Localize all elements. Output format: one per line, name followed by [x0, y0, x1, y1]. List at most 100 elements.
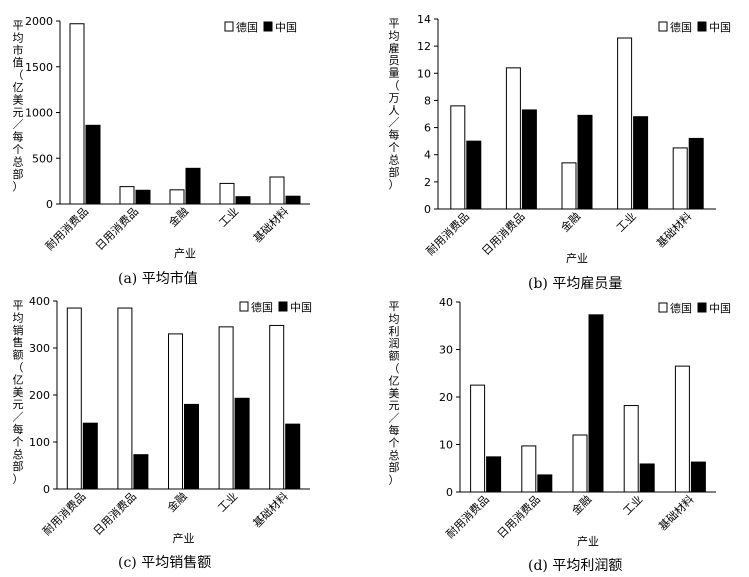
y-tick-label: 0 — [46, 198, 53, 211]
y-tick-label: 0 — [43, 483, 50, 496]
chart-b-caption: (b) 平均雇员量 — [528, 276, 623, 292]
category-label: 金融 — [569, 492, 594, 517]
chart-panel-b: 0 2 4 6 8 10 12 14 耐用消费品 日用消费品 金融 工业 基础材料 产业 平均雇员量（万人／… — [376, 0, 749, 295]
category-label: 工业 — [614, 210, 639, 235]
bar-germany — [117, 307, 133, 490]
y-tick-label: 14 — [417, 13, 431, 26]
bar-china — [135, 189, 151, 205]
y-tick-label: 8 — [424, 94, 431, 107]
legend-label: 德国 — [251, 300, 273, 314]
category-label: 工业 — [216, 205, 241, 230]
category-label: 日用消费品 — [494, 492, 543, 541]
bar-germany — [119, 186, 135, 205]
legend-label: 中国 — [275, 21, 297, 34]
y-axis-title: 平均市值（亿美元／每个总部） — [13, 19, 24, 193]
y-tick-label: 30 — [439, 344, 453, 357]
y-tick-label: 400 — [29, 295, 50, 308]
bar-germany — [66, 307, 82, 490]
y-tick-label: 1500 — [25, 61, 53, 74]
bar-germany — [168, 333, 183, 490]
chart-panel-c: 0 100 200 300 400 耐用消费品 日用消费品 金融 工业 基础材料 产业 平均销售额（亿… — [0, 290, 372, 577]
bar-china — [234, 397, 250, 490]
x-axis-title: 产业 — [577, 534, 599, 548]
x-axis-title: 产业 — [173, 531, 195, 545]
bar-germany — [674, 365, 690, 493]
category-label: 金融 — [166, 204, 191, 229]
category-label: 日用消费品 — [92, 204, 141, 253]
bar-germany — [505, 67, 521, 210]
legend-swatch-china — [263, 21, 273, 32]
bar-china — [184, 403, 199, 490]
bar-germany — [623, 405, 639, 493]
bar-germany — [561, 162, 577, 210]
legend-swatch-china — [697, 302, 707, 313]
category-label: 基础材料 — [250, 489, 291, 530]
y-axis-title: 平均利润额（亿美元／每个总部） — [389, 300, 400, 487]
bar-germany — [169, 189, 185, 205]
y-tick-label: 20 — [439, 391, 453, 404]
y-tick-label: 300 — [29, 342, 50, 355]
y-tick-label: 10 — [439, 439, 453, 452]
chart-a-caption: (a) 平均市值 — [118, 271, 198, 287]
category-label: 耐用消费品 — [423, 209, 472, 258]
legend-swatch-germany — [239, 301, 249, 312]
category-label: 工业 — [215, 490, 240, 515]
legend-label: 中国 — [709, 21, 731, 34]
bar-china — [82, 422, 98, 490]
bar-china — [185, 167, 201, 205]
category-label: 基础材料 — [656, 492, 697, 533]
x-axis-title: 产业 — [566, 251, 588, 265]
y-tick-label: 2000 — [25, 15, 53, 28]
category-label: 日用消费品 — [90, 489, 139, 538]
chart-panel-a: 0 500 1000 1500 2000 耐用消费品 日用消费品 金融 工业 基础材料 产业 平均市值… — [0, 0, 372, 290]
legend-label: 德国 — [670, 20, 692, 34]
legend-label: 中国 — [290, 301, 312, 314]
legend-label: 德国 — [236, 20, 258, 34]
legend-swatch-germany — [658, 302, 668, 313]
category-label: 金融 — [558, 209, 583, 234]
y-axis-title: 平均雇员量（万人／每个总部） — [389, 17, 400, 191]
y-tick-label: 6 — [424, 122, 431, 135]
bar-germany — [219, 182, 235, 205]
bar-china — [639, 463, 655, 493]
y-axis-title: 平均销售额（亿美元／每个总部） — [13, 299, 24, 486]
bar-china — [690, 461, 706, 493]
category-label: 耐用消费品 — [443, 492, 492, 541]
y-tick-label: 200 — [29, 389, 50, 402]
bar-germany — [617, 37, 633, 210]
legend-swatch-germany — [224, 21, 234, 32]
category-label: 基础材料 — [250, 204, 291, 245]
category-label: 工业 — [621, 493, 646, 518]
legend-label: 中国 — [709, 302, 731, 315]
y-tick-label: 1000 — [25, 107, 53, 120]
bar-china — [133, 454, 149, 490]
category-label: 日用消费品 — [479, 209, 528, 258]
legend-label: 德国 — [670, 301, 692, 315]
legend-swatch-germany — [658, 21, 668, 32]
category-label: 基础材料 — [653, 209, 694, 250]
bar-china — [486, 456, 502, 493]
bar-china — [285, 195, 301, 205]
bar-china — [521, 109, 537, 210]
y-tick-label: 40 — [439, 296, 453, 309]
bar-china — [537, 474, 553, 493]
bar-germany — [218, 326, 234, 490]
bar-germany — [521, 445, 537, 493]
bar-germany — [672, 147, 688, 210]
bar-china — [466, 140, 482, 210]
bar-china — [577, 114, 593, 210]
chart-panel-d: 0 10 20 30 40 耐用消费品 日用消费品 金融 工业 基础材料产业 平均利润额（亿美元／每… — [376, 290, 749, 577]
bar-china — [688, 137, 704, 210]
category-label: 耐用消费品 — [40, 489, 89, 538]
bar-germany — [572, 434, 588, 493]
y-tick-label: 0 — [446, 486, 453, 499]
bar-germany — [69, 23, 85, 205]
category-label: 耐用消费品 — [42, 204, 91, 253]
y-tick-label: 500 — [32, 152, 53, 165]
bar-china — [85, 124, 101, 205]
category-label: 金融 — [164, 489, 189, 514]
bar-china — [633, 116, 649, 210]
